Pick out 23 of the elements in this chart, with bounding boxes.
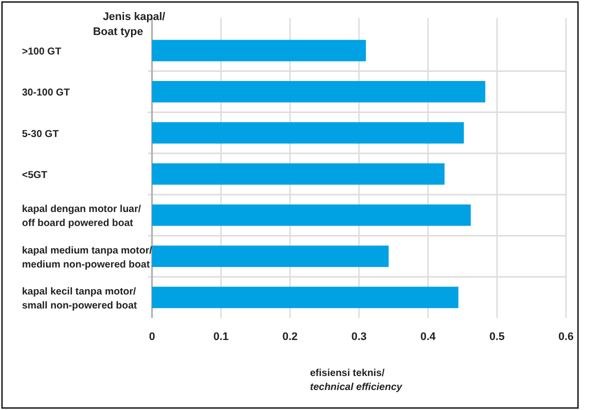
x-axis-title: efisiensi teknis/ technical efficiency: [310, 368, 403, 393]
x-tick-label: 0.6: [558, 331, 574, 343]
bar: [152, 246, 389, 267]
x-tick-label: 0.2: [282, 331, 298, 343]
y-tick-label: <5GT: [22, 170, 48, 181]
y-tick-label: 5-30 GT: [22, 128, 59, 140]
y-tick-label: kapal dengan motor luar/ off board powered boat: [22, 204, 142, 230]
x-tick-label: 0.4: [420, 331, 437, 343]
y-axis-title: Jenis kapal/ Boat type: [92, 11, 166, 38]
bar: [152, 204, 471, 226]
bar: [152, 81, 486, 102]
bar: [152, 40, 366, 62]
x-tick-label: 0.5: [489, 331, 505, 343]
bar: [152, 163, 445, 185]
x-tick-label: 0: [148, 331, 156, 343]
x-tick-label: 0.3: [351, 331, 367, 343]
y-tick-label: 30-100 GT: [22, 88, 70, 99]
bar: [152, 122, 464, 144]
y-tick-label: kapal kecil tanpa motor/ small non-powered boat: [22, 286, 138, 312]
x-tick-label: 0.1: [213, 331, 229, 343]
bar: [152, 286, 458, 308]
y-tick-label: >100 GT: [22, 46, 62, 58]
y-tick-label: kapal medium tanpa motor/ medium non-powered boat: [22, 245, 152, 270]
